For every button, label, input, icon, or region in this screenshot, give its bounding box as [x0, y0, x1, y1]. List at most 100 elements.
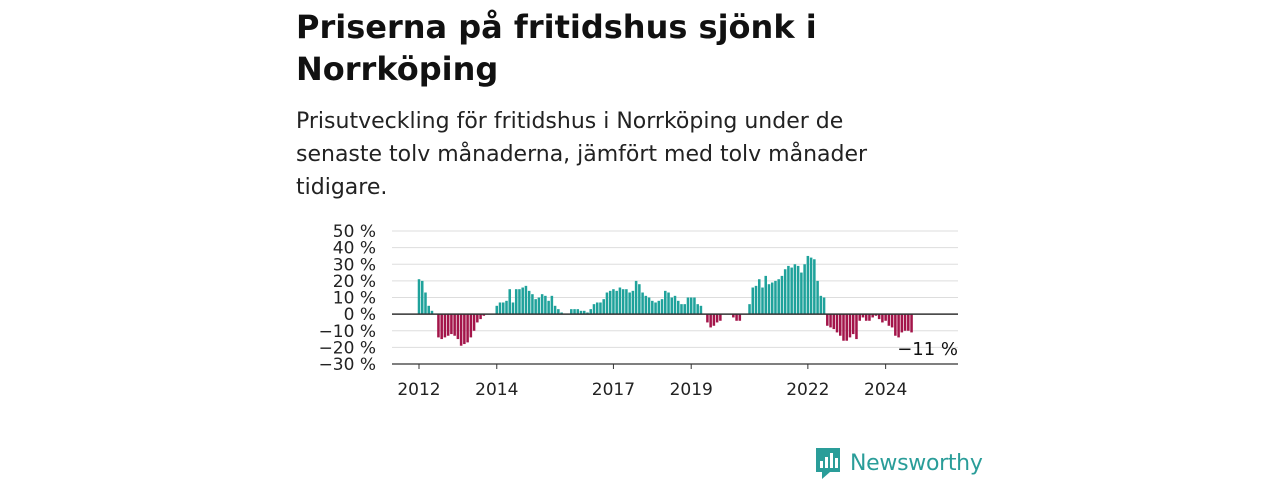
bar-negative	[842, 314, 845, 341]
bar-negative	[443, 314, 447, 338]
bar-positive	[651, 300, 654, 315]
bar-positive	[608, 290, 612, 315]
bar-positive	[589, 309, 593, 315]
bar-positive	[427, 305, 430, 315]
newsworthy-logo: Newsworthy	[814, 446, 983, 480]
bar-positive	[676, 300, 680, 315]
bar-positive	[544, 295, 547, 315]
bar-negative	[738, 314, 742, 321]
bar-positive	[537, 297, 541, 315]
bar-positive	[586, 312, 589, 315]
y-tick-label: 40 %	[333, 239, 376, 259]
bar-negative	[440, 314, 443, 340]
bar-positive	[540, 294, 544, 315]
x-tick-label: 2022	[786, 380, 829, 400]
bar-positive	[508, 289, 511, 315]
bar-negative	[845, 314, 849, 341]
bar-positive	[660, 299, 664, 315]
x-tick-label: 2024	[864, 380, 907, 400]
bar-negative	[459, 314, 463, 346]
bar-positive	[430, 310, 434, 315]
y-tick-label: −20 %	[319, 338, 376, 358]
bar-positive	[420, 280, 424, 315]
bar-positive	[495, 305, 499, 315]
bar-positive	[634, 280, 638, 315]
bar-positive	[790, 267, 793, 315]
bar-positive	[796, 265, 800, 315]
bar-positive	[647, 297, 651, 315]
bar-negative	[848, 314, 852, 338]
bar-positive	[511, 302, 515, 315]
bar-positive	[764, 275, 767, 315]
bar-positive	[757, 279, 761, 315]
bar-positive	[777, 279, 780, 315]
bar-positive	[822, 297, 826, 315]
bar-positive	[417, 279, 421, 315]
bar-series	[417, 255, 913, 346]
bar-positive	[621, 289, 625, 315]
bar-positive	[767, 284, 771, 315]
chart-title: Priserna på fritidshus sjönk i Norrköpin…	[296, 8, 817, 88]
bar-positive	[514, 289, 518, 315]
bar-positive	[595, 302, 599, 315]
bar-positive	[696, 304, 699, 315]
bar-negative	[456, 314, 460, 340]
bar-positive	[599, 302, 602, 315]
bar-positive	[699, 305, 703, 315]
bar-positive	[602, 299, 605, 315]
bar-positive	[560, 312, 563, 315]
bar-positive	[534, 299, 537, 315]
bar-positive	[673, 295, 677, 315]
bar-positive	[631, 290, 635, 315]
bar-positive	[809, 257, 813, 315]
bar-positive	[787, 265, 790, 315]
bar-negative	[851, 314, 855, 335]
y-tick-label: 0 %	[344, 305, 376, 325]
x-tick-label: 2017	[592, 380, 635, 400]
bar-positive	[557, 309, 560, 315]
bar-positive	[761, 287, 764, 315]
bar-positive	[686, 297, 690, 315]
bar-positive	[819, 295, 823, 315]
bar-positive	[783, 269, 787, 315]
bar-negative	[858, 314, 861, 321]
bar-positive	[576, 309, 580, 315]
bar-negative	[877, 314, 881, 320]
bar-negative	[463, 314, 466, 345]
bar-positive	[618, 287, 622, 315]
bar-negative	[476, 314, 479, 323]
y-tick-label: 10 %	[333, 289, 376, 309]
bar-positive	[527, 290, 531, 315]
bar-positive	[654, 302, 657, 315]
bar-positive	[612, 289, 615, 315]
bar-negative	[715, 314, 719, 323]
x-tick-label: 2012	[397, 380, 440, 400]
bar-negative	[835, 314, 839, 333]
bar-positive	[664, 290, 667, 315]
bar-negative	[732, 314, 735, 318]
bar-positive	[780, 275, 784, 315]
bar-negative	[832, 314, 836, 330]
bar-positive	[628, 292, 631, 315]
bar-negative	[871, 314, 874, 318]
bar-positive	[498, 302, 502, 315]
bar-positive	[657, 300, 661, 315]
tick-labels: 50 %40 %30 %20 %10 %0 %−10 %−20 %−30 % 20…	[319, 222, 958, 400]
logo-text: Newsworthy	[850, 450, 983, 476]
bar-negative	[712, 314, 716, 326]
bar-positive	[670, 297, 674, 315]
bar-negative	[910, 314, 913, 333]
bar-negative	[482, 314, 486, 316]
bar-positive	[770, 282, 774, 315]
bar-negative	[709, 314, 712, 328]
bar-positive	[505, 300, 508, 315]
bar-negative	[897, 314, 900, 338]
bar-negative	[466, 314, 469, 343]
bar-positive	[693, 297, 696, 315]
bar-negative	[826, 314, 829, 326]
bar-positive	[521, 287, 524, 315]
bar-positive	[592, 304, 596, 315]
bar-positive	[518, 289, 521, 315]
bar-negative	[887, 314, 891, 326]
